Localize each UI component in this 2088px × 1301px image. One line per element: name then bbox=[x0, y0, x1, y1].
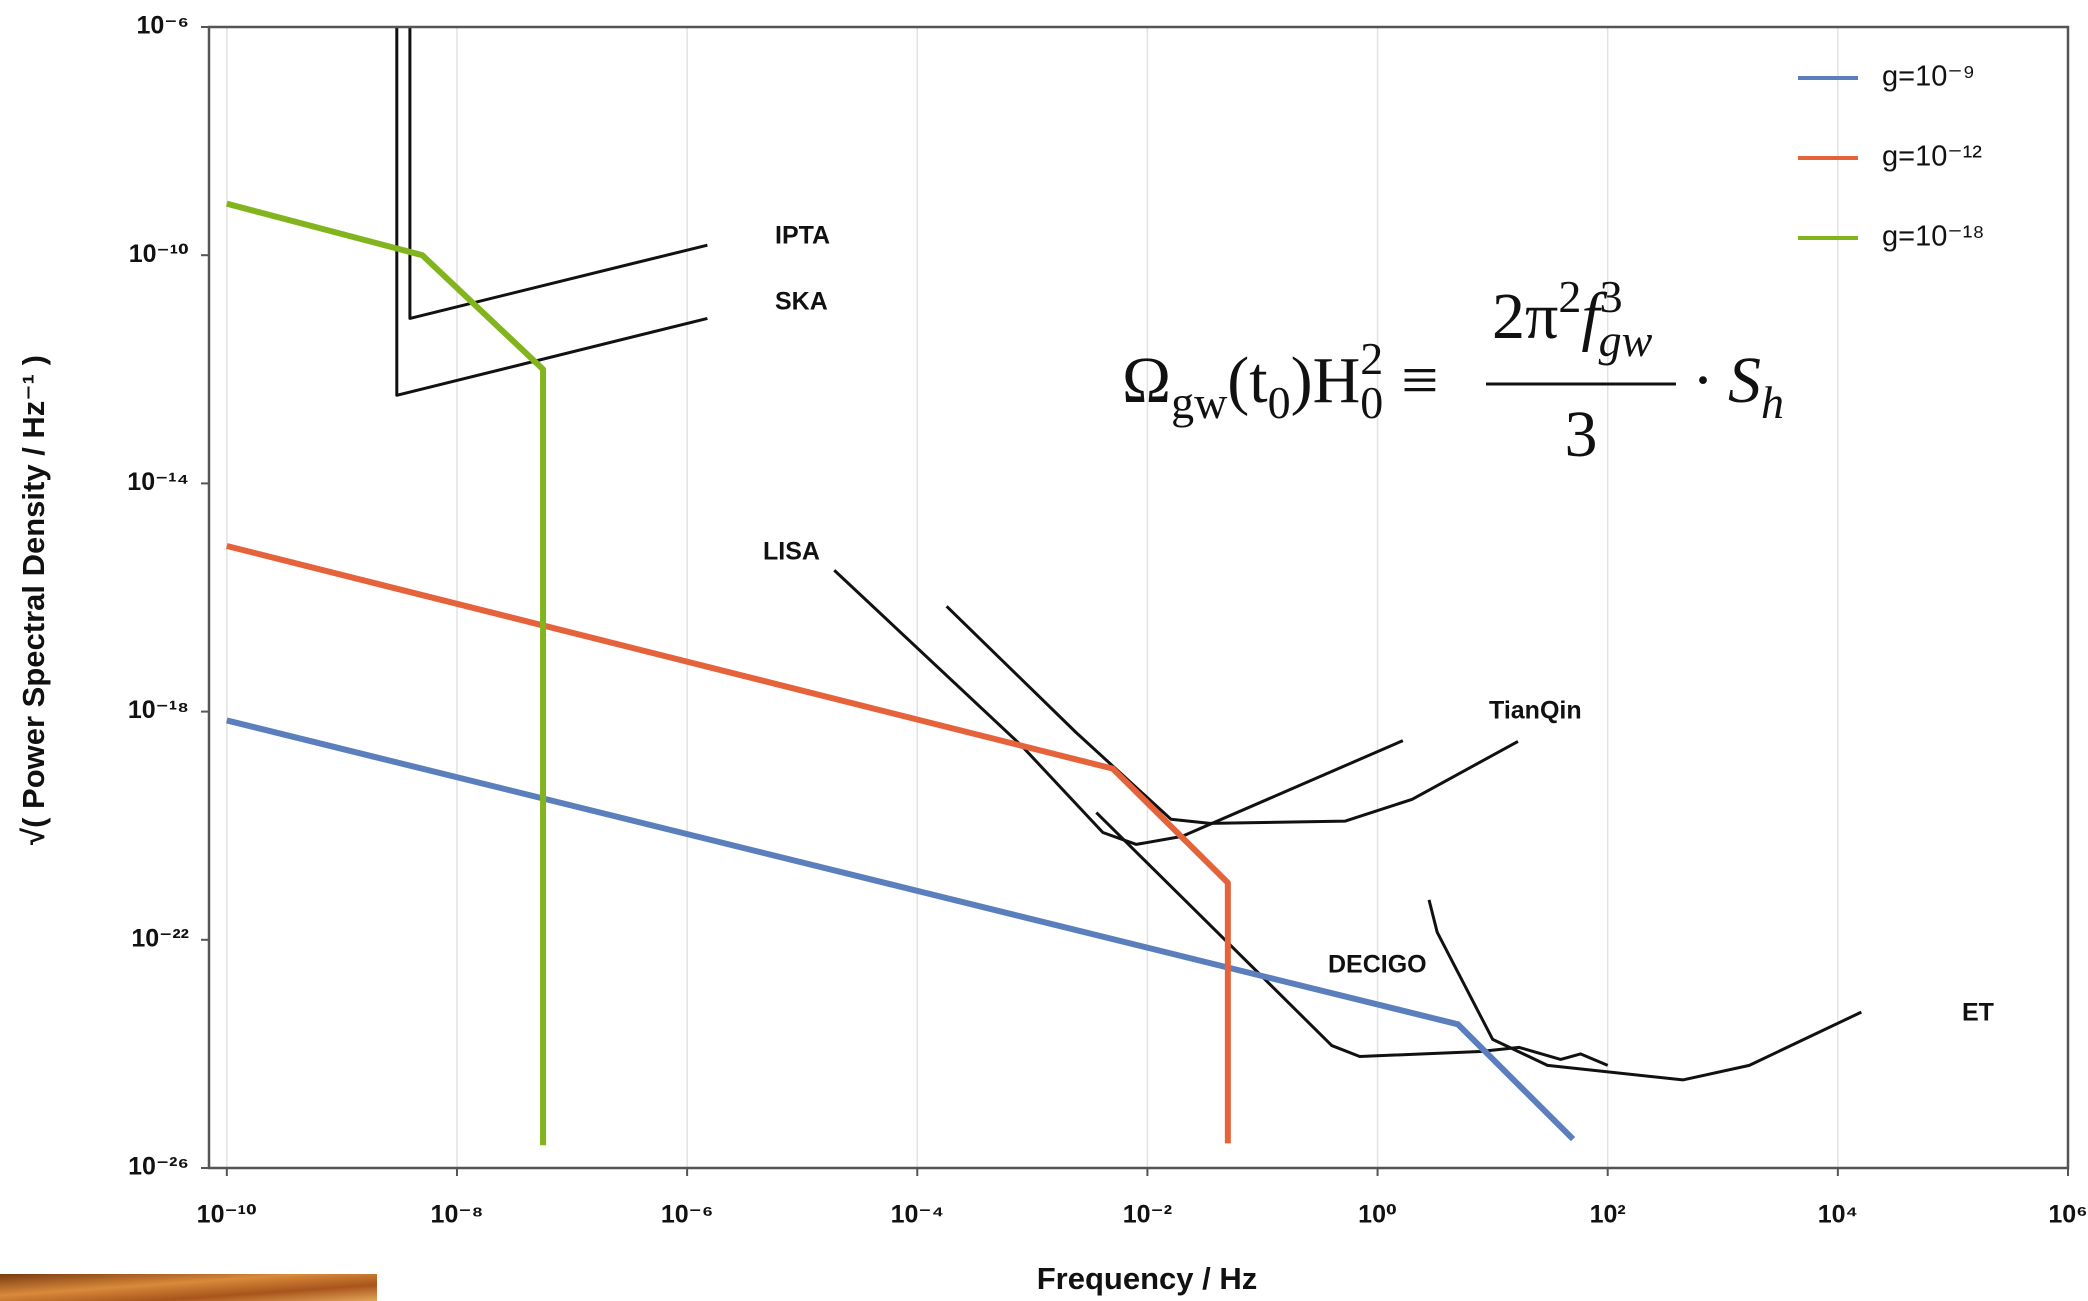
x-tick-label: 10⁴ bbox=[1818, 1201, 1858, 1229]
legend-label: g=10⁻¹⁸ bbox=[1882, 221, 1985, 253]
y-axis-label: √( Power Spectral Density / Hz⁻¹ ) bbox=[16, 355, 51, 845]
sensitivity-curve bbox=[945, 605, 1519, 825]
sensitivity-curve bbox=[408, 27, 708, 320]
formula-part: gw bbox=[1171, 377, 1228, 428]
curve-label: SKA bbox=[775, 288, 828, 316]
plot-frame bbox=[207, 25, 2070, 1170]
x-tick-label: 10⁻² bbox=[1123, 1201, 1172, 1229]
legend-label: g=10⁻⁹ bbox=[1882, 61, 1975, 93]
formula-part: · bbox=[1692, 344, 1714, 417]
formula-part: Ω bbox=[1122, 344, 1171, 417]
sensitivity-curve bbox=[1427, 899, 1862, 1082]
x-tick-label: 10⁻⁴ bbox=[891, 1201, 944, 1229]
y-tick-label: 10⁻¹⁰ bbox=[129, 240, 189, 268]
x-tick-label: 10⁻⁶ bbox=[661, 1201, 714, 1229]
formula-part: S bbox=[1728, 344, 1761, 417]
series-line bbox=[226, 543, 1231, 1144]
formula-part: 0 bbox=[1360, 377, 1383, 428]
series-line bbox=[226, 717, 1576, 1142]
series-line bbox=[226, 200, 547, 1146]
formula-part: 0 bbox=[1268, 377, 1291, 428]
formula-part: 2π bbox=[1492, 280, 1558, 353]
formula-lhs: Ωgw(t0)H02 ≡ bbox=[1122, 333, 1439, 428]
formula-part: (t bbox=[1227, 344, 1267, 417]
y-tick-label: 10⁻²⁶ bbox=[128, 1153, 189, 1181]
formula-part: h bbox=[1761, 377, 1784, 428]
x-tick-label: 10⁻⁸ bbox=[431, 1201, 484, 1229]
formula-part: 2 bbox=[1360, 333, 1383, 384]
legend-label: g=10⁻¹² bbox=[1882, 141, 1982, 173]
sensitivity-curve bbox=[1095, 811, 1609, 1067]
curve-label: DECIGO bbox=[1328, 951, 1427, 979]
sensitivity-curve bbox=[395, 27, 708, 397]
x-tick-label: 10² bbox=[1590, 1201, 1626, 1229]
sensitivity-curve bbox=[833, 569, 1404, 846]
curve-label: IPTA bbox=[775, 222, 830, 250]
curve-label: TianQin bbox=[1489, 697, 1582, 725]
formula-part: 2 bbox=[1558, 271, 1581, 322]
curve-label: LISA bbox=[763, 538, 820, 566]
x-tick-label: 10⁰ bbox=[1358, 1201, 1397, 1229]
plot-area bbox=[226, 27, 1862, 1146]
decor-image bbox=[0, 1274, 377, 1301]
x-axis-label: Frequency / Hz bbox=[1037, 1261, 1258, 1296]
y-tick-label: 10⁻²² bbox=[131, 924, 189, 952]
formula-rhs: · Sh bbox=[1692, 344, 1784, 428]
y-tick-label: 10⁻⁶ bbox=[136, 12, 189, 40]
x-tick-label: 10⁻¹⁰ bbox=[197, 1201, 257, 1229]
grid bbox=[201, 26, 2069, 1176]
formula-part: )H bbox=[1291, 344, 1361, 417]
formula-part: gw bbox=[1599, 315, 1653, 366]
y-tick-label: 10⁻¹⁴ bbox=[127, 468, 189, 496]
curve-label: ET bbox=[1962, 999, 1994, 1027]
formula-numerator: 2π2f3 gw bbox=[1492, 271, 1653, 366]
formula-part: ≡ bbox=[1401, 344, 1438, 417]
formula-denominator: 3 bbox=[1565, 398, 1598, 471]
x-tick-label: 10⁶ bbox=[2048, 1201, 2087, 1229]
y-tick-label: 10⁻¹⁸ bbox=[128, 696, 189, 724]
formula-part: 3 bbox=[1600, 271, 1623, 322]
